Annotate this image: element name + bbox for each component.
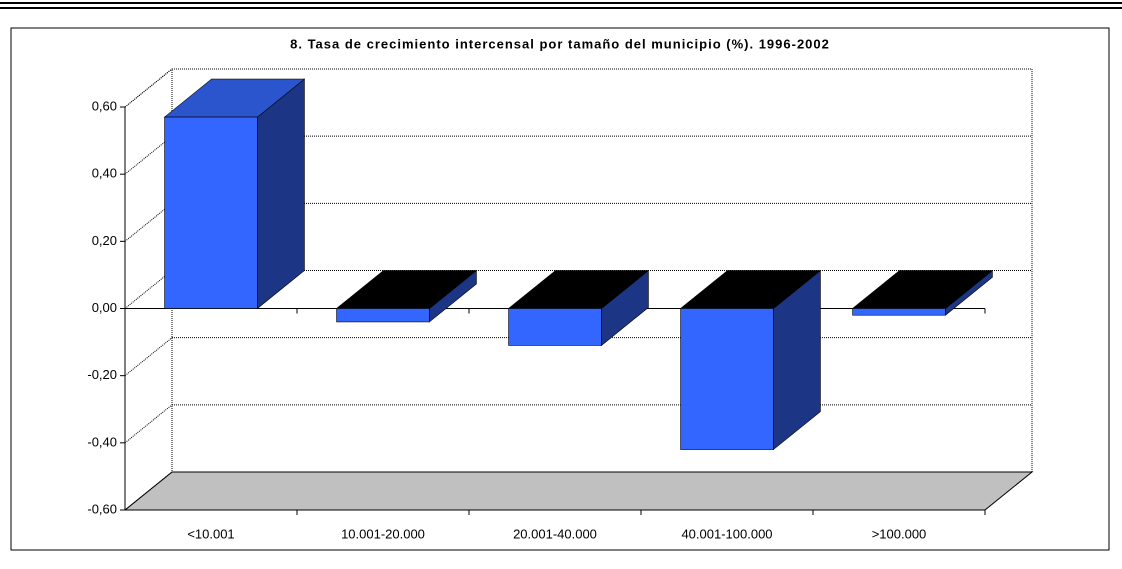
y-tick-label: -0,60 [87,501,117,516]
y-tick-label: -0,40 [87,434,117,449]
y-tick-label: 0,20 [92,233,117,248]
bar [336,308,430,323]
bar [164,116,258,309]
chart-title: 8. Tasa de crecimiento intercensal por t… [290,36,830,51]
grid-line [124,471,173,511]
bar-side [257,78,305,310]
y-tick-label: -0,20 [87,367,117,382]
x-tick-label: <10.001 [187,526,234,541]
x-tick-label: 40.001-100.000 [681,526,772,541]
bar [680,308,774,450]
grid-line [124,202,173,242]
y-tick-label: 0,60 [92,98,117,113]
grid-line [124,68,173,108]
grid-line [124,337,173,377]
y-tick-label: 0,00 [92,300,117,315]
floor [123,471,1034,511]
x-tick-label: >100.000 [872,526,927,541]
grid-line [124,270,173,309]
grid-line [124,404,173,444]
y-tick-label: 0,40 [92,166,117,181]
bar [852,308,946,316]
grid-line [124,135,173,175]
x-tick-label: 10.001-20.000 [341,526,425,541]
x-tick-label: 20.001-40.000 [513,526,597,541]
bar [508,308,602,346]
